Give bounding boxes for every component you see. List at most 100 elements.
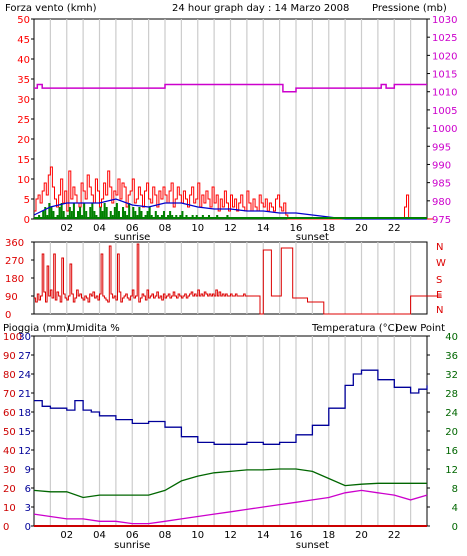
avg-bar <box>148 207 151 219</box>
sunset-label-top: sunset <box>296 232 329 243</box>
avg-bar <box>146 211 149 219</box>
avg-bar <box>101 211 104 219</box>
avg-bar <box>109 211 112 219</box>
temp-x-tick-label: 04 <box>93 530 106 541</box>
humidity-y-tick-label: 27 <box>18 351 31 362</box>
avg-bar <box>134 211 137 219</box>
wind-x-tick-label: 14 <box>257 223 270 234</box>
temp-x-tick-label: 02 <box>60 530 73 541</box>
avg-bar <box>140 211 143 219</box>
humidity-y-tick-label: 15 <box>18 427 31 438</box>
temp-y-tick-label: 16 <box>445 446 458 457</box>
avg-bar <box>60 203 63 219</box>
wind-y-tick-label: 25 <box>17 115 30 126</box>
direction-y-tick-label: 180 <box>5 274 24 285</box>
sunset-label-bottom: sunset <box>296 540 329 551</box>
wind-x-tick-label: 16 <box>290 223 303 234</box>
sunrise-label-top: sunrise <box>114 232 150 243</box>
temp-y-tick-label: 24 <box>445 408 458 419</box>
rain-y-tick-label: 30 <box>3 465 16 476</box>
rain-y-tick-label: 80 <box>3 370 16 381</box>
avg-bar <box>162 211 165 219</box>
pressure-y-tick-label: 980 <box>432 197 451 208</box>
temperature-label: Temperatura (°C) <box>311 323 399 334</box>
wind-y-tick-label: 35 <box>17 75 30 86</box>
avg-bar <box>91 203 94 219</box>
wind-y-tick-label: 5 <box>24 195 30 206</box>
temp-x-tick-label: 10 <box>191 530 204 541</box>
pressure-y-tick-label: 1010 <box>432 88 457 99</box>
pressure-y-tick-label: 1000 <box>432 124 457 135</box>
avg-bar <box>62 211 65 219</box>
avg-bar <box>52 211 55 219</box>
temp-y-tick-label: 32 <box>445 370 458 381</box>
avg-bar <box>122 207 125 219</box>
avg-bar <box>50 207 53 219</box>
wind-y-tick-label: 15 <box>17 155 30 166</box>
pressure-y-tick-label: 975 <box>432 215 451 226</box>
wind-y-tick-label: 45 <box>17 35 30 46</box>
wind-y-tick-label: 50 <box>17 15 30 26</box>
compass-label: N <box>436 242 443 253</box>
dewpoint-series <box>33 489 428 525</box>
humidity-series <box>34 369 428 445</box>
temp-y-tick-label: 8 <box>452 484 458 495</box>
pressure-y-tick-label: 985 <box>432 179 451 190</box>
humidity-y-tick-label: 6 <box>25 484 31 495</box>
temp-x-tick-label: 16 <box>290 530 303 541</box>
avg-bar <box>138 207 141 219</box>
direction-series <box>34 243 442 315</box>
avg-bar <box>113 207 116 219</box>
wind-y-tick-label: 40 <box>17 55 30 66</box>
wind-x-tick-label: 20 <box>355 223 368 234</box>
direction-y-tick-label: 270 <box>5 256 24 267</box>
humidity-y-tick-label: 9 <box>25 465 31 476</box>
temp-x-tick-label: 06 <box>126 530 139 541</box>
pressure-y-tick-label: 990 <box>432 160 451 171</box>
avg-bar <box>79 207 82 219</box>
avg-bar <box>48 203 51 219</box>
humidity-y-tick-label: 3 <box>25 503 31 514</box>
rain-y-tick-label: 100 <box>3 332 22 343</box>
avg-bar <box>115 203 118 219</box>
avg-bar <box>83 203 86 219</box>
avg-bar <box>169 211 172 219</box>
direction-y-tick-label: 360 <box>5 238 24 249</box>
pressure-y-tick-label: 1020 <box>432 51 457 62</box>
temp-y-tick-label: 20 <box>445 427 458 438</box>
humidity-y-tick-label: 12 <box>18 446 31 457</box>
avg-bar <box>89 207 92 219</box>
rain-y-tick-label: 40 <box>3 446 16 457</box>
wind-x-tick-label: 10 <box>191 223 204 234</box>
humidity-y-tick-label: 30 <box>18 332 31 343</box>
humidity-y-tick-label: 21 <box>18 389 31 400</box>
wind-x-tick-label: 06 <box>126 223 139 234</box>
pressure-y-tick-label: 995 <box>432 142 451 153</box>
humidity-y-tick-label: 18 <box>18 408 31 419</box>
avg-bar <box>93 211 96 219</box>
sunrise-label-bottom: sunrise <box>114 540 150 551</box>
graph-title: 24 hour graph day : 14 Marzo 2008 <box>172 3 349 14</box>
wind-y-tick-label: 10 <box>17 175 30 186</box>
rain-label: Pioggia (mm) <box>3 323 70 334</box>
temp-x-tick-label: 20 <box>355 530 368 541</box>
wind-x-tick-label: 12 <box>224 223 237 234</box>
avg-bar <box>76 211 80 219</box>
pressure-y-tick-label: 1025 <box>432 33 457 44</box>
avg-bar <box>99 207 102 219</box>
avg-bar <box>117 211 120 219</box>
wind-force-label: Forza vento (kmh) <box>5 3 97 14</box>
avg-bar <box>154 211 157 219</box>
avg-bar <box>103 203 106 219</box>
avg-bar <box>44 207 47 219</box>
temp-x-tick-label: 12 <box>224 530 237 541</box>
avg-bar <box>70 211 73 219</box>
compass-label: W <box>436 258 446 269</box>
avg-bar <box>68 207 71 219</box>
pressure-label: Pressione (mb) <box>372 3 447 14</box>
compass-label: N <box>436 305 443 316</box>
rain-y-tick-label: 90 <box>3 351 16 362</box>
avg-bar <box>181 211 184 219</box>
